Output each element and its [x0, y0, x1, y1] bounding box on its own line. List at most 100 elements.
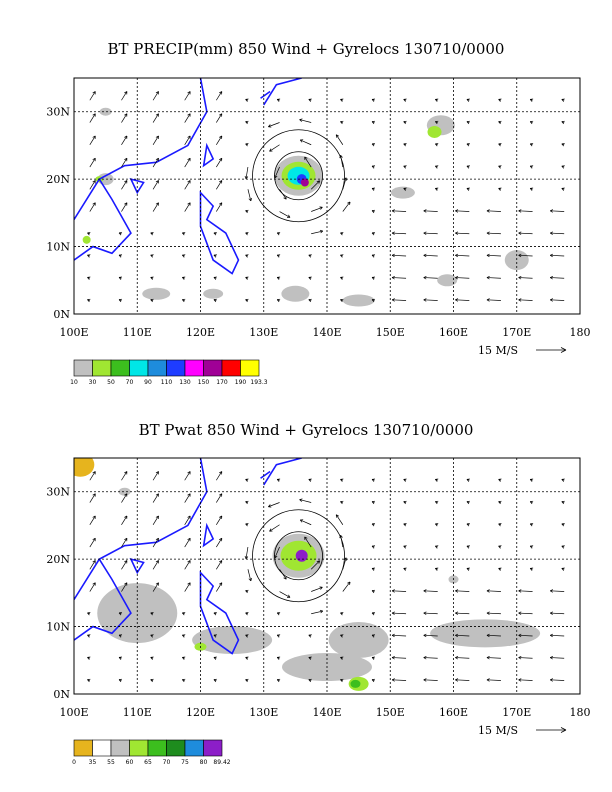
- field-patch: [281, 285, 310, 302]
- coastline: [74, 78, 208, 221]
- x-tick-label: 140E: [312, 326, 341, 339]
- wind-arrowhead: [518, 275, 522, 280]
- wind-vector: [184, 538, 191, 548]
- wind-arrowhead: [124, 537, 128, 542]
- wind-vector: [279, 211, 291, 218]
- plot-frame: [73, 457, 581, 695]
- wind-arrowhead: [118, 656, 123, 660]
- wind-arrowhead: [182, 634, 186, 638]
- legend-value: 130: [179, 379, 191, 386]
- wind-vector: [455, 679, 470, 681]
- wind-arrowhead: [550, 655, 554, 660]
- wind-arrowhead: [187, 180, 191, 184]
- wind-vector: [184, 515, 191, 525]
- wind-arrowhead: [498, 545, 502, 549]
- wind-arrowhead: [371, 232, 376, 236]
- wind-arrowhead: [213, 656, 217, 660]
- wind-vector: [184, 560, 191, 570]
- wind-vector: [89, 158, 96, 168]
- wind-arrowhead: [219, 537, 223, 542]
- wind-arrowhead: [340, 478, 344, 482]
- wind-arrowhead: [550, 678, 554, 682]
- coastline: [260, 78, 302, 106]
- wind-arrowhead: [276, 298, 281, 303]
- field-patch: [300, 178, 309, 187]
- wind-arrowhead: [287, 214, 291, 218]
- wind-arrowhead: [423, 298, 427, 302]
- wind-arrowhead: [371, 120, 376, 125]
- wind-arrowhead: [287, 594, 291, 598]
- x-tick-label: 120E: [186, 326, 215, 339]
- wind-arrowhead: [466, 143, 470, 147]
- wind-vector: [245, 166, 249, 179]
- wind-arrowhead: [268, 124, 272, 128]
- wind-vector: [486, 210, 501, 212]
- wind-vector: [89, 135, 96, 145]
- wind-arrowhead: [371, 276, 376, 280]
- wind-arrowhead: [92, 515, 96, 519]
- wind-vector: [216, 113, 223, 123]
- wind-arrowhead: [455, 231, 459, 235]
- wind-vector: [152, 158, 159, 168]
- wind-vector: [518, 210, 533, 212]
- legend-value: 150: [198, 379, 210, 386]
- wind-arrowhead: [245, 612, 249, 616]
- wind-arrowhead: [92, 493, 96, 497]
- wind-vector: [121, 560, 128, 570]
- wind-arrowhead: [124, 471, 128, 475]
- wind-arrowhead: [269, 528, 273, 532]
- field-patch: [142, 287, 171, 300]
- wind-vector: [216, 538, 223, 548]
- wind-arrowhead: [187, 135, 191, 139]
- legend-value: 50: [107, 379, 115, 386]
- wind-arrowhead: [371, 612, 376, 616]
- wind-arrowhead: [87, 254, 91, 258]
- coastline: [74, 178, 132, 261]
- wind-arrowhead: [276, 232, 281, 236]
- coastline: [199, 190, 240, 275]
- wind-vector: [121, 471, 128, 481]
- wind-arrowhead: [124, 113, 128, 117]
- wind-arrowhead: [486, 611, 490, 615]
- wind-arrowhead: [245, 143, 249, 147]
- legend-swatch: [184, 359, 204, 377]
- wind-arrowhead: [319, 206, 323, 210]
- coastline: [129, 177, 145, 195]
- wind-arrowhead: [299, 139, 304, 143]
- wind-arrowhead: [299, 118, 303, 122]
- legend-swatch: [147, 359, 167, 377]
- wind-arrowhead: [340, 612, 344, 616]
- wind-vector: [342, 201, 351, 212]
- coastline: [129, 557, 145, 575]
- wind-arrowhead: [423, 678, 427, 682]
- wind-arrowhead: [466, 545, 470, 549]
- wind-arrowhead: [92, 582, 96, 586]
- wind-arrowhead: [371, 634, 376, 638]
- wind-vector: [216, 560, 223, 570]
- wind-arrowhead: [371, 187, 376, 191]
- legend-value: 70: [126, 379, 134, 386]
- wind-arrowhead: [403, 567, 407, 571]
- wind-vector: [392, 232, 407, 235]
- wind-arrowhead: [150, 656, 154, 660]
- wind-arrowhead: [466, 478, 470, 482]
- wind-vector: [89, 538, 96, 548]
- wind-arrowhead: [182, 612, 186, 616]
- wind-vector: [121, 158, 128, 168]
- wind-arrowhead: [340, 500, 344, 505]
- wind-arrowhead: [561, 187, 565, 191]
- wind-vector: [152, 202, 159, 212]
- wind-arrowhead: [561, 523, 565, 527]
- wind-vector: [279, 591, 291, 598]
- wind-arrowhead: [219, 135, 223, 139]
- wind-arrowhead: [529, 143, 534, 147]
- wind-vector: [550, 277, 565, 279]
- wind-arrowhead: [92, 471, 96, 475]
- field-patch: [74, 458, 95, 477]
- legend-value: 30: [89, 379, 97, 386]
- wind-arrowhead: [340, 254, 344, 258]
- wind-arrowhead: [248, 577, 252, 582]
- wind-vector: [89, 582, 96, 592]
- wind-arrowhead: [486, 633, 490, 638]
- wind-arrowhead: [435, 545, 439, 549]
